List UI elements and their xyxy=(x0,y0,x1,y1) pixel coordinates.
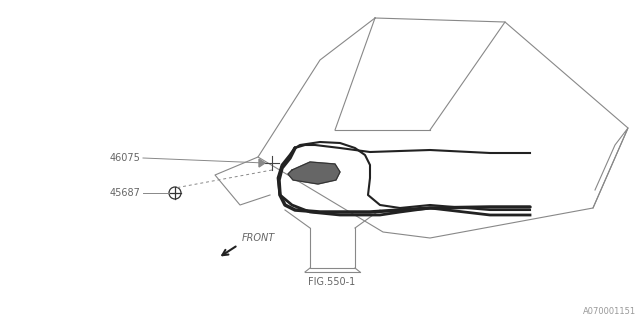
Text: 46075: 46075 xyxy=(109,153,140,163)
Polygon shape xyxy=(288,162,340,184)
Text: A070001151: A070001151 xyxy=(583,307,636,316)
Polygon shape xyxy=(259,159,265,167)
Text: 45687: 45687 xyxy=(109,188,140,198)
Text: FIG.550-1: FIG.550-1 xyxy=(308,277,356,287)
Text: FRONT: FRONT xyxy=(242,233,275,243)
